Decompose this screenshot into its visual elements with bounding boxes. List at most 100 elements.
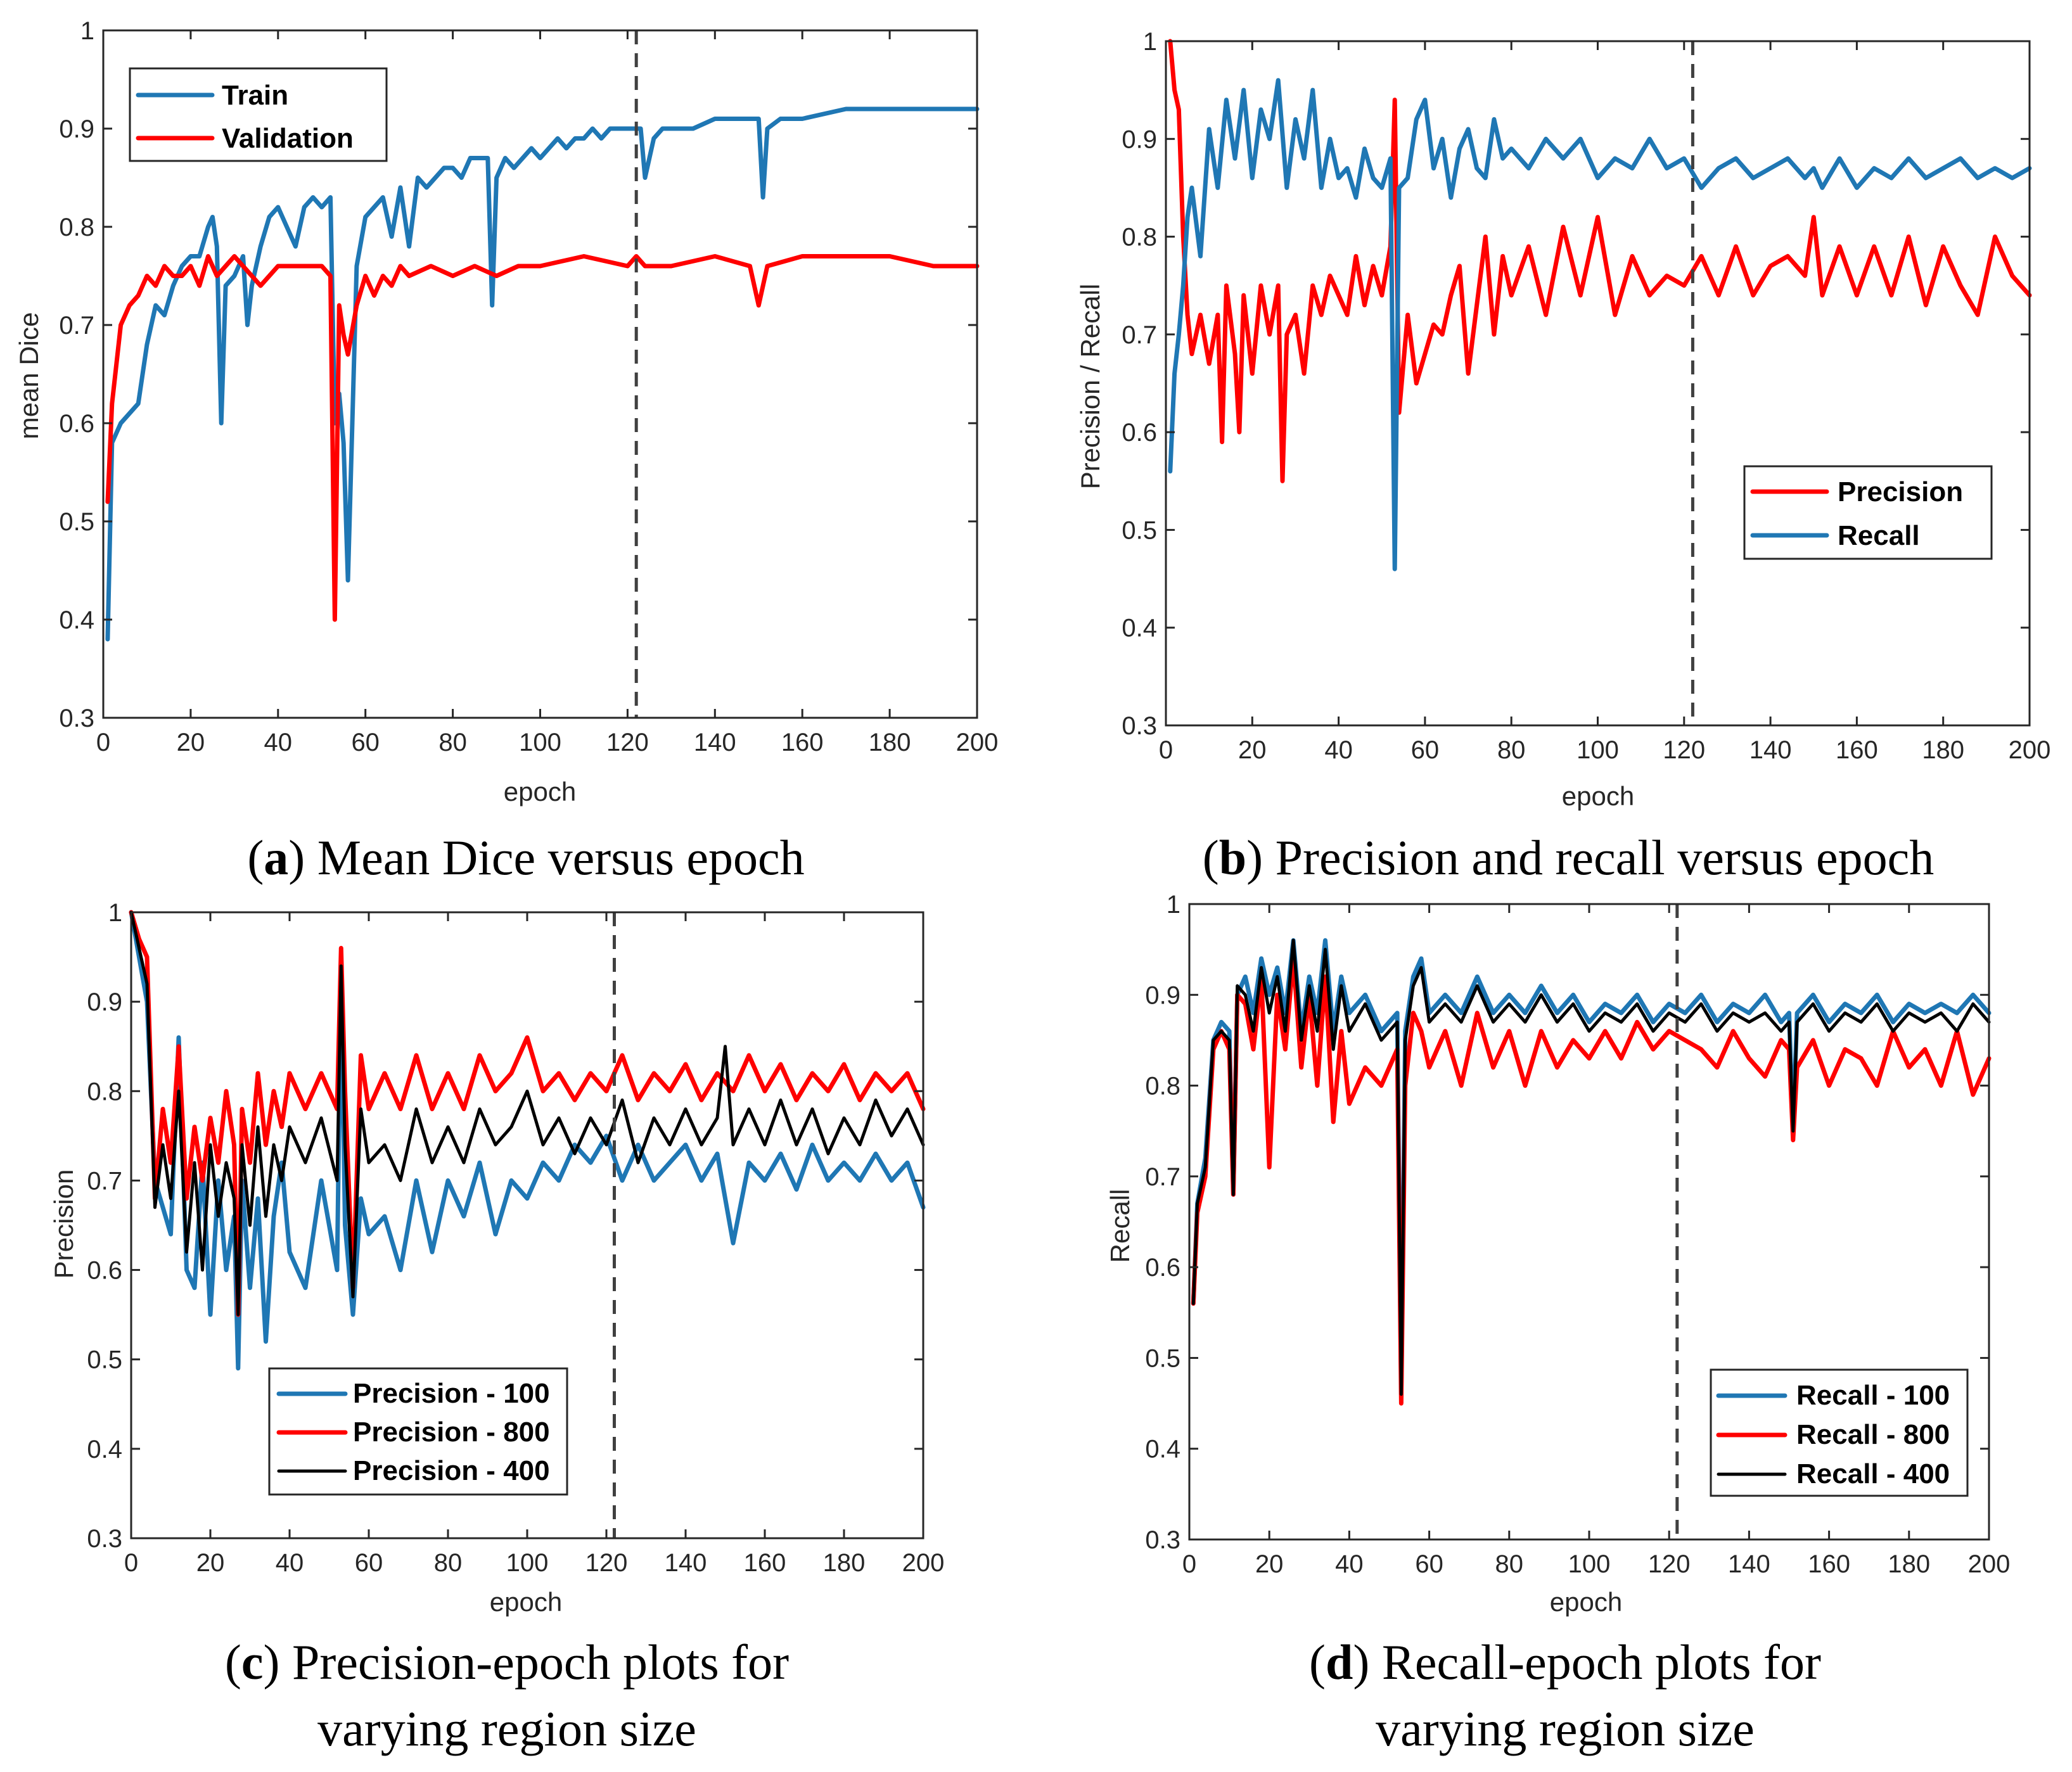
x-tick-label: 160: [1808, 1550, 1850, 1578]
caption-letter: d: [1326, 1635, 1353, 1690]
y-tick-label: 0.7: [1145, 1163, 1180, 1191]
y-tick-label: 0.4: [59, 606, 94, 634]
legend: Precision Recall: [1743, 465, 1993, 560]
y-tick-label: 0.8: [59, 214, 94, 241]
caption-text: Precision-epoch plots for: [279, 1635, 789, 1690]
x-tick-label: 0: [124, 1549, 138, 1577]
x-tick-label: 120: [1663, 736, 1705, 764]
series-line-precision: [1168, 39, 2032, 483]
y-axis-title: mean Dice: [14, 312, 44, 440]
y-tick-label: 0.3: [1145, 1526, 1180, 1554]
x-tick-label: 100: [1576, 736, 1619, 764]
legend-label-precision: Precision: [1838, 476, 1963, 507]
x-tick-label: 120: [606, 729, 649, 756]
series-line-precision-100: [129, 910, 926, 1371]
y-tick-label: 0.8: [1122, 224, 1157, 252]
x-tick-label: 80: [1495, 1550, 1524, 1578]
legend-box: [1743, 465, 1993, 560]
x-tick-label: 20: [1255, 1550, 1284, 1578]
y-tick-label: 0.9: [1145, 981, 1180, 1009]
y-tick-label: 0.9: [59, 115, 94, 143]
x-tick-label: 60: [355, 1549, 383, 1577]
x-tick-label: 200: [956, 729, 999, 756]
x-tick-label: 80: [438, 729, 467, 756]
legend-label-recall-800: Recall - 800: [1796, 1419, 1950, 1450]
legend: Precision - 100 Precision - 800 Precisio…: [268, 1367, 568, 1496]
y-tick-label: 0.7: [87, 1167, 122, 1195]
panel-b: 0 20 40 60 80 100 120 140 160 180 200 0.3 0.4 0.5 0.6 0…: [1075, 28, 2050, 885]
y-tick-label: 0.8: [1145, 1073, 1180, 1100]
x-axis-title: epoch: [504, 777, 576, 806]
panel-d: 0 20 40 60 80 100 120 140 160 180 200 0.3 0.4 0.5 0.6 0…: [1105, 891, 2010, 1756]
x-tick-label: 160: [1836, 736, 1878, 764]
y-tick-label: 0.7: [1122, 321, 1157, 349]
legend-label-precision-800: Precision - 800: [353, 1417, 550, 1448]
y-tick-label: 1: [80, 17, 94, 45]
legend-label-train: Train: [222, 80, 288, 111]
caption-letter: b: [1219, 830, 1246, 885]
y-tick-label: 0.4: [1122, 615, 1157, 642]
caption-letter: c: [241, 1635, 264, 1690]
x-tick-label: 180: [823, 1549, 866, 1577]
series-line-validation: [105, 254, 980, 622]
x-tick-label: 180: [869, 729, 911, 756]
y-tick-label: 0.6: [1122, 419, 1157, 447]
series-line-recall-100: [1191, 938, 1992, 1397]
y-tick-label: 1: [108, 899, 122, 927]
legend-box: [129, 67, 388, 162]
series-line-recall: [1168, 78, 2032, 571]
y-tick-label: 0.4: [1145, 1436, 1180, 1463]
caption-text: Recall-epoch plots for: [1369, 1635, 1821, 1690]
x-tick-label: 40: [264, 729, 293, 756]
y-tick-label: 0.6: [87, 1257, 122, 1285]
legend-label-precision-100: Precision - 100: [353, 1378, 550, 1409]
x-tick-label: 200: [2009, 736, 2051, 764]
x-tick-label: 140: [694, 729, 736, 756]
x-tick-label: 20: [1238, 736, 1267, 764]
y-tick-label: 0.3: [1122, 712, 1157, 740]
y-tick-label: 1: [1143, 28, 1157, 56]
legend-label-precision-400: Precision - 400: [353, 1455, 550, 1486]
x-tick-label: 160: [781, 729, 824, 756]
x-tick-label: 200: [902, 1549, 945, 1577]
legend: Train Validation: [129, 67, 388, 162]
x-tick-label: 60: [351, 729, 380, 756]
x-tick-label: 140: [1749, 736, 1792, 764]
x-tick-label: 180: [1888, 1550, 1930, 1578]
y-tick-label: 0.3: [87, 1525, 122, 1553]
x-tick-label: 140: [1728, 1550, 1770, 1578]
panel-a: 0 20 40 60 80 100 120 140 160 180 200 0.3 0.4 0.5 0.6 0…: [14, 17, 998, 885]
legend-label-recall: Recall: [1838, 520, 1920, 551]
caption-line-2: varying region size: [1376, 1701, 1755, 1756]
y-tick-label: 0.5: [1122, 516, 1157, 544]
y-tick-label: 0.5: [1145, 1344, 1180, 1372]
y-tick-label: 0.5: [87, 1346, 122, 1374]
x-axis-title: epoch: [1562, 781, 1634, 811]
y-tick-label: 0.9: [87, 988, 122, 1016]
y-tick-label: 0.6: [1145, 1254, 1180, 1282]
caption: (d) Recall-epoch plots for: [1309, 1635, 1821, 1690]
legend-label-recall-100: Recall - 100: [1796, 1380, 1950, 1411]
series-line-recall-800: [1191, 956, 1992, 1406]
x-tick-label: 140: [665, 1549, 707, 1577]
caption-text: Precision and recall versus epoch: [1263, 830, 1934, 885]
y-tick-label: 0.5: [59, 508, 94, 536]
y-tick-label: 0.4: [87, 1436, 122, 1463]
y-axis-title: Recall: [1105, 1189, 1135, 1263]
x-tick-label: 60: [1415, 1550, 1443, 1578]
x-tick-label: 80: [434, 1549, 463, 1577]
y-tick-label: 0.9: [1122, 125, 1157, 153]
caption-line-2: varying region size: [317, 1701, 696, 1756]
series-line-precision-400: [129, 910, 925, 1316]
x-tick-label: 40: [1335, 1550, 1364, 1578]
series-line-precision-800: [129, 910, 926, 1317]
x-tick-label: 0: [1159, 736, 1173, 764]
x-tick-label: 180: [1922, 736, 1964, 764]
x-tick-label: 0: [1182, 1550, 1196, 1578]
x-tick-label: 120: [585, 1549, 628, 1577]
x-tick-label: 160: [744, 1549, 786, 1577]
x-tick-label: 60: [1411, 736, 1440, 764]
x-tick-label: 100: [1568, 1550, 1611, 1578]
series-line-recall-400: [1191, 938, 1991, 1396]
